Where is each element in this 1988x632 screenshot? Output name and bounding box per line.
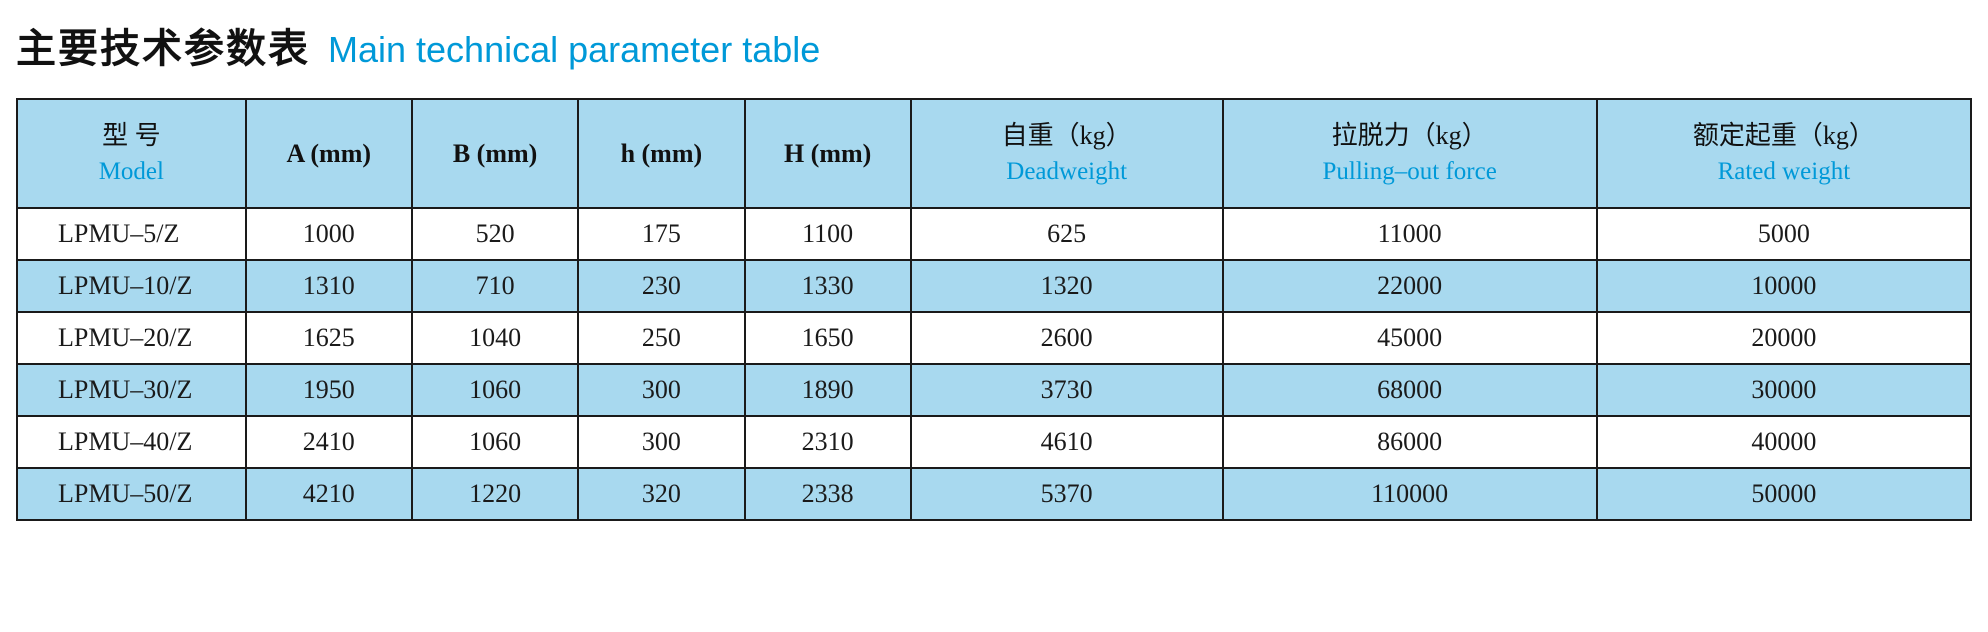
col-header-7: 额定起重（kg）Rated weight (1597, 99, 1971, 208)
table-head: 型 号ModelA (mm)B (mm)h (mm)H (mm)自重（kg）De… (17, 99, 1971, 208)
title-en: Main technical parameter table (328, 29, 820, 71)
cell: 110000 (1223, 468, 1597, 520)
cell: 2600 (911, 312, 1223, 364)
col-header-4: H (mm) (745, 99, 911, 208)
cell: 10000 (1597, 260, 1971, 312)
cell: 1060 (412, 416, 578, 468)
col-header-2: B (mm) (412, 99, 578, 208)
cell: 5000 (1597, 208, 1971, 260)
cell: 4610 (911, 416, 1223, 468)
table-row: LPMU–5/Z10005201751100625110005000 (17, 208, 1971, 260)
cell: LPMU–30/Z (17, 364, 246, 416)
col-header-6: 拉脱力（kg）Pulling–out force (1223, 99, 1597, 208)
col-header-1: A (mm) (246, 99, 412, 208)
cell: 300 (578, 416, 744, 468)
cell: 30000 (1597, 364, 1971, 416)
col-header-cn: 自重（kg） (916, 118, 1218, 153)
cell: 4210 (246, 468, 412, 520)
table-row: LPMU–50/Z421012203202338537011000050000 (17, 468, 1971, 520)
cell: 1060 (412, 364, 578, 416)
cell: 250 (578, 312, 744, 364)
cell: LPMU–50/Z (17, 468, 246, 520)
cell: 1100 (745, 208, 911, 260)
cell: 1000 (246, 208, 412, 260)
cell: 50000 (1597, 468, 1971, 520)
col-header-en: Deadweight (916, 155, 1218, 189)
col-header-en: Pulling–out force (1228, 155, 1592, 189)
cell: 300 (578, 364, 744, 416)
header-row: 型 号ModelA (mm)B (mm)h (mm)H (mm)自重（kg）De… (17, 99, 1971, 208)
cell: LPMU–5/Z (17, 208, 246, 260)
cell: 68000 (1223, 364, 1597, 416)
table-body: LPMU–5/Z10005201751100625110005000LPMU–1… (17, 208, 1971, 520)
cell: 1890 (745, 364, 911, 416)
cell: 86000 (1223, 416, 1597, 468)
title-cn: 主要技术参数表 (16, 16, 310, 74)
table-row: LPMU–10/Z1310710230133013202200010000 (17, 260, 1971, 312)
col-header-5: 自重（kg）Deadweight (911, 99, 1223, 208)
cell: 175 (578, 208, 744, 260)
cell: 1220 (412, 468, 578, 520)
cell: 1320 (911, 260, 1223, 312)
parameter-table: 型 号ModelA (mm)B (mm)h (mm)H (mm)自重（kg）De… (16, 98, 1972, 521)
cell: 320 (578, 468, 744, 520)
cell: 1330 (745, 260, 911, 312)
cell: 2310 (745, 416, 911, 468)
cell: 3730 (911, 364, 1223, 416)
cell: 40000 (1597, 416, 1971, 468)
cell: 11000 (1223, 208, 1597, 260)
cell: 1650 (745, 312, 911, 364)
cell: 1950 (246, 364, 412, 416)
cell: 625 (911, 208, 1223, 260)
col-header-cn: 拉脱力（kg） (1228, 118, 1592, 153)
cell: 230 (578, 260, 744, 312)
cell: LPMU–40/Z (17, 416, 246, 468)
cell: 45000 (1223, 312, 1597, 364)
cell: LPMU–10/Z (17, 260, 246, 312)
col-header-cn: 额定起重（kg） (1602, 118, 1966, 153)
cell: LPMU–20/Z (17, 312, 246, 364)
table-row: LPMU–20/Z16251040250165026004500020000 (17, 312, 1971, 364)
col-header-3: h (mm) (578, 99, 744, 208)
page-title: 主要技术参数表 Main technical parameter table (16, 16, 1972, 74)
table-row: LPMU–30/Z19501060300189037306800030000 (17, 364, 1971, 416)
cell: 1040 (412, 312, 578, 364)
cell: 1310 (246, 260, 412, 312)
col-header-en: Model (22, 155, 241, 189)
cell: 5370 (911, 468, 1223, 520)
table-row: LPMU–40/Z24101060300231046108600040000 (17, 416, 1971, 468)
cell: 2338 (745, 468, 911, 520)
col-header-en: Rated weight (1602, 155, 1966, 189)
cell: 710 (412, 260, 578, 312)
col-header-0: 型 号Model (17, 99, 246, 208)
cell: 1625 (246, 312, 412, 364)
cell: 22000 (1223, 260, 1597, 312)
cell: 520 (412, 208, 578, 260)
col-header-cn: 型 号 (22, 118, 241, 153)
cell: 2410 (246, 416, 412, 468)
cell: 20000 (1597, 312, 1971, 364)
